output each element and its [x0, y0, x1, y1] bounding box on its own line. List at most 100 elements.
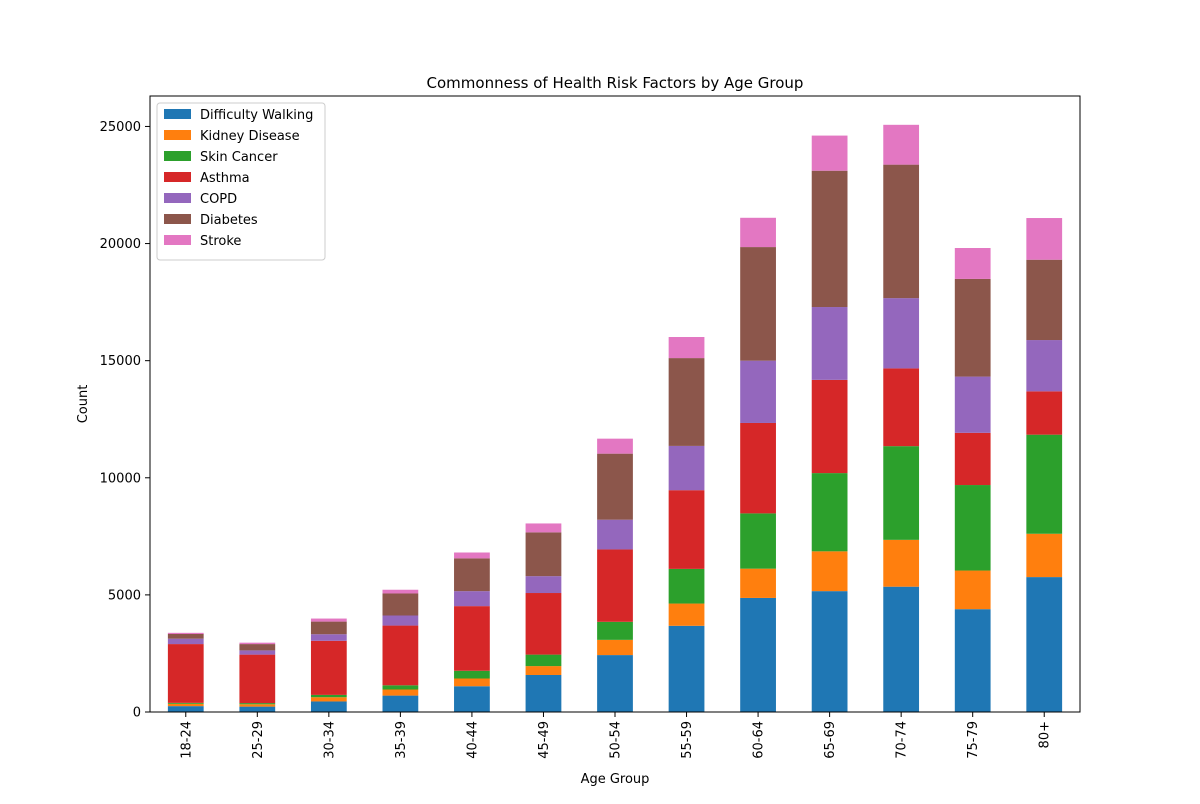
bar-segment — [668, 568, 705, 604]
y-axis-label: Count — [76, 385, 91, 424]
bar-segment — [954, 485, 991, 571]
bar-segment — [883, 368, 920, 447]
legend-swatch — [164, 172, 191, 182]
bar-segment — [954, 570, 991, 610]
x-axis: 18-24 25-29 30-34 35-39 40-44 45-49 50-54 55-59… — [179, 712, 1053, 759]
x-tick-label: 70-74 — [895, 721, 910, 759]
x-tick-label: 65-69 — [823, 721, 838, 759]
x-tick-label: 18-24 — [179, 721, 194, 759]
bar-segment — [597, 549, 633, 622]
x-tick-label: 45-49 — [537, 721, 552, 759]
bar-segment — [382, 685, 419, 690]
bar-segment — [167, 702, 204, 704]
x-tick-label: 35-39 — [394, 721, 409, 759]
legend-swatch — [164, 214, 191, 224]
bar-segment — [1026, 340, 1063, 392]
x-axis-label: Age Group — [581, 772, 650, 787]
bar-segment — [454, 686, 490, 712]
bar-segment — [597, 519, 633, 550]
bar-segment — [525, 654, 562, 667]
bar-segment — [239, 642, 276, 645]
legend-swatch — [164, 109, 191, 119]
bar-segment — [740, 217, 776, 248]
bar-segment — [454, 552, 490, 559]
bar-segment — [167, 638, 204, 645]
bar-segment — [310, 634, 347, 641]
bar-segment — [167, 644, 204, 703]
bar-segment — [310, 694, 347, 698]
bar-segment — [382, 615, 419, 626]
bar-segment — [1026, 434, 1063, 534]
bar-segment — [310, 621, 347, 635]
bar-segment — [811, 170, 848, 308]
bar-segment — [740, 422, 776, 514]
bar-segment — [811, 379, 848, 474]
bar-segment — [954, 278, 991, 377]
bar-segment — [167, 703, 204, 707]
bar-segment — [668, 490, 705, 569]
bar-segment — [525, 576, 562, 594]
legend-swatch — [164, 193, 191, 203]
y-tick-label: 20000 — [100, 237, 141, 252]
bar-segment — [597, 621, 633, 640]
bar-segment — [239, 644, 276, 651]
bar-segment — [167, 706, 204, 712]
bar-segment — [597, 639, 633, 656]
legend-label: Diabetes — [200, 213, 258, 228]
y-tick-label: 5000 — [108, 588, 141, 603]
bar-segment — [883, 164, 920, 299]
x-tick-label: 50-54 — [609, 721, 624, 759]
bar-segment — [239, 704, 276, 707]
bar-segment — [668, 603, 705, 626]
bar-segment — [883, 539, 920, 587]
bar-segment — [811, 307, 848, 380]
y-tick-label: 0 — [133, 706, 141, 721]
bar-segment — [167, 634, 204, 639]
legend-label: Difficulty Walking — [200, 108, 313, 123]
bar-segment — [525, 593, 562, 655]
bar-segment — [954, 376, 991, 433]
bar-segment — [668, 625, 705, 712]
y-axis: 0 5000 10000 15000 20000 25000 — [100, 120, 150, 721]
bar-segment — [310, 701, 347, 712]
bar-segment — [525, 532, 562, 577]
bar-segment — [883, 298, 920, 369]
y-tick-label: 10000 — [100, 471, 141, 486]
bar-segment — [239, 703, 276, 705]
bar-segment — [597, 655, 633, 712]
bar-segment — [1026, 218, 1063, 260]
legend-swatch — [164, 130, 191, 140]
bar-segment — [811, 551, 848, 592]
bar-segment — [454, 591, 490, 607]
bar-segment — [310, 697, 347, 702]
bar-segment — [310, 618, 347, 622]
x-tick-label: 60-64 — [752, 721, 767, 759]
legend: Difficulty Walking Kidney Disease Skin Can… — [156, 102, 326, 261]
bar-segment — [954, 432, 991, 486]
y-tick-label: 25000 — [100, 120, 141, 135]
bar-segment — [740, 247, 776, 361]
bar-segment — [454, 606, 490, 671]
bar-segment — [310, 640, 347, 695]
bar-segment — [454, 558, 490, 592]
bar-segment — [382, 593, 419, 616]
bar-segment — [954, 248, 991, 279]
x-tick-label: 80+ — [1038, 721, 1053, 748]
bar-segment — [454, 670, 490, 679]
bar-segment — [1026, 391, 1063, 435]
bar-segment — [954, 609, 991, 712]
bar-segment — [811, 135, 848, 171]
bar-segment — [811, 473, 848, 552]
legend-swatch — [164, 235, 191, 245]
bar-segment — [740, 597, 776, 712]
bar-segment — [740, 568, 776, 598]
bar-segment — [167, 632, 204, 634]
bar-segment — [597, 438, 633, 454]
bar-segment — [382, 589, 419, 594]
legend-label: Kidney Disease — [200, 129, 300, 144]
y-tick-label: 15000 — [100, 354, 141, 369]
chart-title: Commonness of Health Risk Factors by Age… — [427, 74, 804, 92]
bar-segment — [382, 689, 419, 696]
